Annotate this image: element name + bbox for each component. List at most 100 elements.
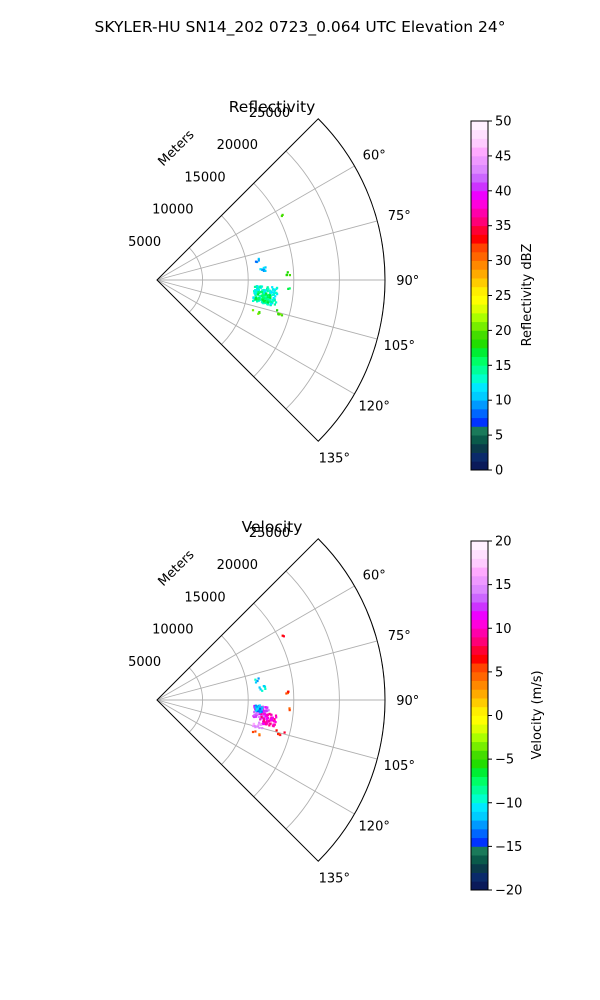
colorbar-tick-label: 15 — [495, 359, 512, 374]
colorbar-tick-label: 10 — [495, 394, 512, 409]
gate-point — [267, 301, 270, 304]
colorbar-segment — [471, 435, 488, 445]
gate-point — [261, 295, 264, 298]
colorbar-tick-label: 40 — [495, 184, 512, 199]
gate-point — [251, 724, 255, 728]
gate-point — [262, 300, 265, 303]
gate-point — [264, 687, 267, 690]
gate-point — [261, 289, 264, 292]
colorbar-segment — [471, 225, 488, 235]
colorbar-segment — [471, 602, 488, 612]
colorbar-segment — [471, 741, 488, 751]
colorbar-segment — [471, 881, 488, 891]
gate-point — [256, 705, 259, 708]
colorbar-segment — [471, 558, 488, 568]
gate-point — [253, 725, 256, 728]
gate-point — [276, 286, 279, 289]
gate-point — [256, 708, 259, 711]
colorbar-tick-label: 15 — [495, 578, 512, 593]
gate-point — [259, 707, 262, 710]
gate-point — [285, 273, 288, 276]
colorbar-tick-label: 20 — [495, 324, 512, 339]
colorbar-segment — [471, 802, 488, 812]
range-tick-label: 5000 — [128, 235, 161, 250]
gate-point — [282, 635, 285, 638]
sector-frame — [156, 538, 386, 862]
gate-point — [264, 266, 267, 269]
colorbar-segment — [471, 417, 488, 427]
gate-point — [287, 287, 290, 290]
colorbar-segment — [471, 759, 488, 769]
gate-point — [255, 715, 258, 718]
azimuth-spoke — [156, 640, 378, 701]
velocity-title: Velocity — [242, 518, 303, 536]
gate-point — [268, 719, 271, 722]
gate-point — [266, 303, 269, 306]
gate-point — [264, 721, 267, 724]
gate-point — [272, 300, 275, 303]
colorbar-segment — [471, 129, 488, 139]
gate-point — [254, 298, 257, 301]
colorbar-segment — [471, 391, 488, 401]
gate-point — [257, 298, 260, 301]
gate-point — [263, 297, 266, 300]
gate-point — [257, 257, 260, 260]
colorbar-segment — [471, 321, 488, 331]
gate-point — [258, 704, 261, 707]
gate-point — [263, 292, 266, 295]
azimuth-tick-label: 135° — [319, 871, 350, 886]
gate-point — [270, 303, 273, 306]
colorbar-tick-label: 5 — [495, 429, 503, 444]
range-tick-label: 10000 — [152, 623, 193, 638]
gate-point — [266, 297, 270, 300]
colorbar-tick-label: 0 — [495, 709, 503, 724]
gate-point — [268, 724, 271, 727]
gate-point — [252, 296, 255, 299]
gate-point — [257, 288, 260, 292]
colorbar-tick-label: −20 — [495, 884, 522, 899]
reflectivity-axis-labels: 5000 10000 15000 20000 25000 60° 75° 90° 105° 120… — [128, 106, 419, 466]
gate-point — [252, 722, 255, 725]
colorbar-segment — [471, 680, 488, 690]
azimuth-tick-label: 75° — [388, 629, 411, 644]
gate-point — [262, 288, 265, 292]
gate-point — [280, 214, 283, 218]
colorbar-segment — [471, 173, 488, 183]
gate-point — [262, 301, 265, 305]
azimuth-spoke — [156, 279, 355, 395]
velocity-colorbar-label: Velocity (m/s) — [530, 670, 545, 759]
colorbar-segment — [471, 541, 488, 551]
gate-point — [261, 715, 265, 718]
gate-point — [259, 268, 262, 271]
colorbar-segment — [471, 663, 488, 673]
gate-point — [259, 711, 262, 714]
gate-point — [272, 725, 275, 728]
azimuth-tick-label: 120° — [359, 399, 390, 414]
gate-point — [263, 713, 266, 716]
gate-point — [257, 677, 260, 680]
gate-point — [281, 634, 284, 637]
gate-point — [268, 300, 271, 303]
gate-point — [276, 309, 279, 312]
gate-point — [266, 709, 269, 712]
gate-point — [258, 712, 261, 716]
gate-point — [274, 295, 277, 298]
colorbar-segment — [471, 400, 488, 410]
gate-point — [288, 707, 291, 710]
colorbar-segment — [471, 636, 488, 647]
gate-point — [273, 718, 276, 721]
reflectivity-data — [251, 213, 291, 317]
azimuth-tick-label: 60° — [363, 569, 386, 584]
reflectivity-title: Reflectivity — [229, 98, 316, 116]
colorbar-segment — [471, 811, 488, 821]
gate-point — [256, 289, 259, 292]
gate-point — [266, 706, 269, 709]
gate-point — [271, 716, 274, 719]
gate-point — [283, 731, 286, 734]
reflectivity-range-label: Meters — [156, 127, 198, 169]
colorbar-segment — [471, 715, 488, 725]
colorbar-tick-label: 25 — [495, 289, 512, 304]
colorbar-segment — [471, 863, 488, 873]
gate-point — [273, 720, 276, 723]
colorbar-tick-label: 0 — [495, 464, 503, 479]
